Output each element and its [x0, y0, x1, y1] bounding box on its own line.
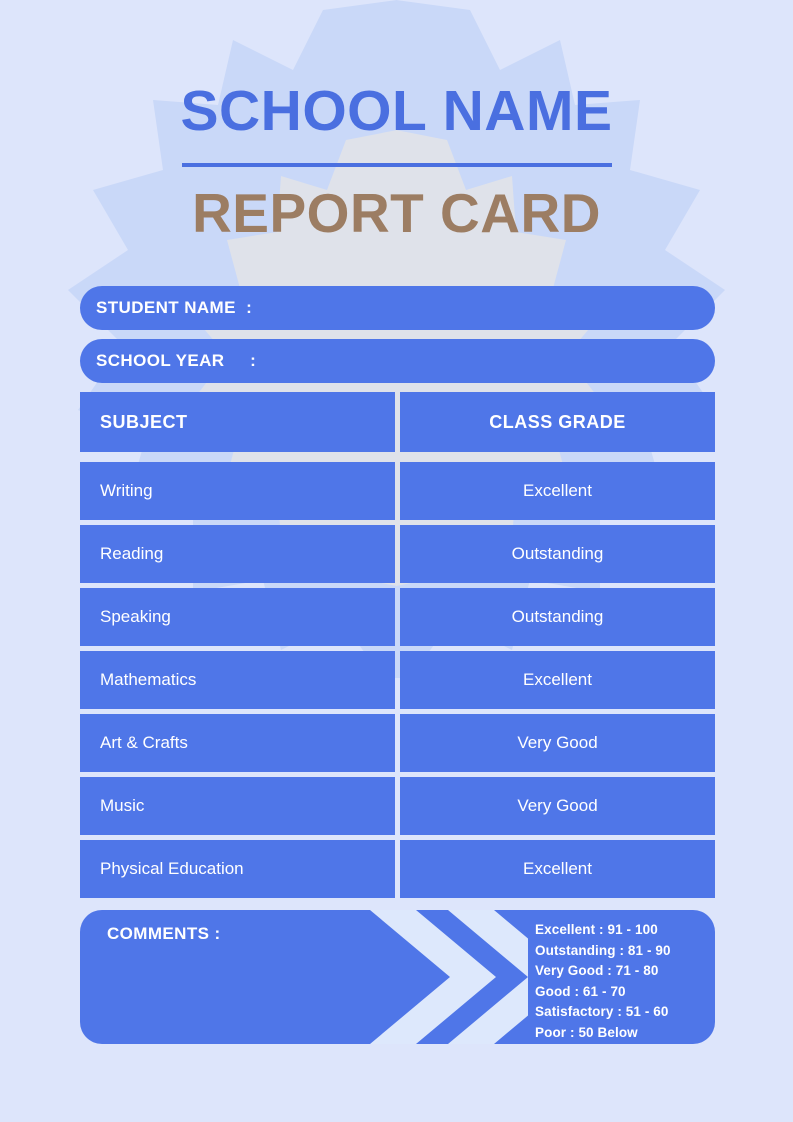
double-chevron-right-icon [370, 910, 528, 1044]
report-card-title: REPORT CARD [192, 181, 601, 244]
cell-class-grade: Very Good [400, 777, 715, 835]
table-row: Reading Outstanding [80, 525, 715, 583]
cell-class-grade: Outstanding [400, 525, 715, 583]
cell-class-grade: Outstanding [400, 588, 715, 646]
cell-class-grade: Very Good [400, 714, 715, 772]
legend-line: Poor : 50 Below [535, 1024, 638, 1040]
cell-subject: Writing [80, 462, 395, 520]
comments-label: COMMENTS : [107, 924, 221, 943]
school-name-title: SCHOOL NAME [180, 79, 613, 143]
table-row: Mathematics Excellent [80, 651, 715, 709]
table-row: Physical Education Excellent [80, 840, 715, 898]
student-name-field[interactable]: STUDENT NAME : [80, 286, 715, 330]
grades-table: SUBJECT CLASS GRADE Writing Excellent Read… [80, 392, 715, 898]
cell-class-grade: Excellent [400, 462, 715, 520]
table-row: Speaking Outstanding [80, 588, 715, 646]
school-year-field[interactable]: SCHOOL YEAR : [80, 339, 715, 383]
cell-subject: Mathematics [80, 651, 395, 709]
cell-subject: Reading [80, 525, 395, 583]
school-year-label: SCHOOL YEAR : [96, 351, 257, 370]
legend-line: Very Good : 71 - 80 [535, 963, 659, 979]
legend-line: Excellent : 91 - 100 [535, 922, 658, 937]
table-header-row: SUBJECT CLASS GRADE [80, 392, 715, 452]
table-row: Writing Excellent [80, 462, 715, 520]
table-row: Music Very Good [80, 777, 715, 835]
student-name-label: STUDENT NAME : [96, 298, 253, 317]
cell-subject: Speaking [80, 588, 395, 646]
column-header-subject: SUBJECT [80, 392, 395, 452]
table-body: Writing Excellent Reading Outstanding Speaki… [80, 457, 715, 898]
grade-legend: Excellent : 91 - 100 Outstanding : 81 - 9… [535, 920, 715, 1043]
comments-section[interactable]: COMMENTS : Excellent : 91 - 100 Outstandi… [80, 910, 715, 1044]
legend-line: Good : 61 - 70 [535, 983, 626, 999]
page-header: SCHOOL NAME REPORT CARD [0, 79, 793, 244]
cell-subject: Physical Education [80, 840, 395, 898]
legend-line: Outstanding : 81 - 90 [535, 942, 671, 958]
legend-line: Satisfactory : 51 - 60 [535, 1004, 669, 1020]
table-row: Art & Crafts Very Good [80, 714, 715, 772]
column-header-class-grade: CLASS GRADE [400, 392, 715, 452]
cell-subject: Art & Crafts [80, 714, 395, 772]
cell-class-grade: Excellent [400, 651, 715, 709]
cell-subject: Music [80, 777, 395, 835]
cell-class-grade: Excellent [400, 840, 715, 898]
title-divider [181, 162, 612, 167]
